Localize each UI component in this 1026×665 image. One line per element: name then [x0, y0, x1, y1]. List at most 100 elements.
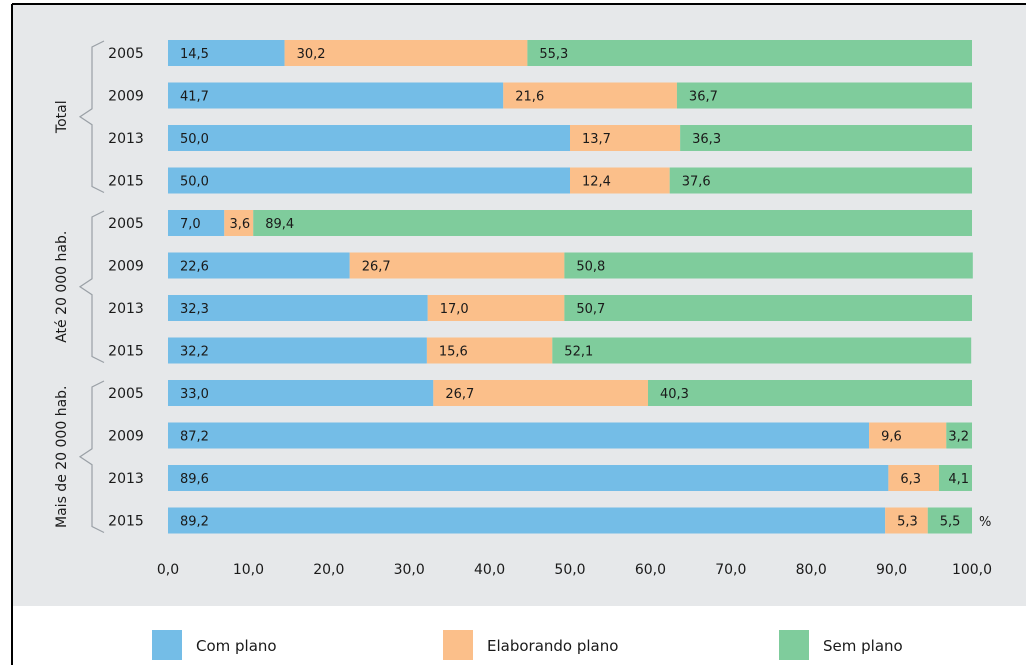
bar-segment-elaborando-plano	[869, 422, 947, 449]
x-tick-label: 90,0	[876, 562, 907, 578]
bars	[168, 40, 973, 534]
bar-segment-elaborando-plano	[349, 252, 565, 279]
x-tick-label: 50,0	[554, 562, 585, 578]
bar-value-label: 87,2	[180, 430, 209, 445]
bar-value-label: 15,6	[439, 345, 468, 360]
bar-value-label: 5,5	[940, 515, 961, 530]
bar-segment-com-plano	[168, 167, 570, 194]
bar-segment-elaborando-plano	[426, 337, 553, 364]
bar-segment-sem-plano	[552, 337, 972, 364]
legend: Com plano Elaborando plano Sem plano	[152, 630, 903, 660]
year-label: 2013	[108, 131, 144, 147]
bar-segment-elaborando-plano	[570, 125, 681, 151]
x-tick-label: 60,0	[635, 562, 666, 578]
bar-value-label: 30,2	[297, 47, 326, 62]
bar-segment-elaborando-plano	[224, 210, 254, 236]
bar-segment-elaborando-plano	[888, 465, 940, 491]
bar-segment-com-plano	[168, 252, 350, 279]
group-labels: Total Até 20 000 hab. Mais de 20 000 hab.	[54, 100, 70, 528]
bar-value-label: 7,0	[180, 217, 201, 232]
year-label: 2009	[108, 89, 144, 105]
bar-value-label: 17,0	[440, 302, 469, 317]
x-tick-label: 80,0	[796, 562, 827, 578]
bar-segment-com-plano	[168, 295, 428, 321]
bar-value-label: 4,1	[948, 472, 969, 487]
bar-segment-sem-plano	[564, 252, 973, 279]
bar-value-label: 50,7	[576, 302, 605, 317]
legend-swatch	[443, 630, 473, 660]
bar-segment-elaborando-plano	[503, 82, 677, 109]
bar-value-label: 9,6	[881, 430, 902, 445]
group-bracket	[78, 210, 105, 364]
x-tick-label: 40,0	[474, 562, 505, 578]
bar-segment-elaborando-plano	[570, 167, 670, 194]
bar-value-label: 50,0	[180, 175, 209, 190]
bar-value-label: 21,6	[515, 90, 544, 105]
group-bracket	[78, 40, 105, 194]
bar-value-label: 14,5	[180, 47, 209, 62]
bar-value-label: 3,6	[230, 217, 251, 232]
year-label: 2015	[108, 344, 144, 360]
bar-value-label: 52,1	[564, 345, 593, 360]
bar-segment-com-plano	[168, 337, 427, 364]
year-label: 2009	[108, 259, 144, 275]
bar-labels: 14,5 30,2 55,3 41,7 21,6 36,7 50,0 13,7 36,3 50,0…	[180, 47, 969, 530]
year-label: 2015	[108, 174, 144, 190]
bar-segment-sem-plano	[946, 422, 972, 449]
bar-value-label: 41,7	[180, 90, 209, 105]
bar-value-label: 26,7	[445, 387, 474, 402]
bar-segment-com-plano	[168, 210, 225, 236]
bar-segment-elaborando-plano	[284, 40, 528, 66]
year-label: 2009	[108, 429, 144, 445]
bar-value-label: 12,4	[582, 175, 611, 190]
bar-segment-com-plano	[168, 40, 285, 66]
bar-value-label: 22,6	[180, 260, 209, 275]
bar-segment-sem-plano	[680, 125, 972, 151]
bar-segment-com-plano	[168, 507, 886, 534]
bar-segment-com-plano	[168, 422, 870, 449]
legend-swatch	[779, 630, 809, 660]
bar-value-label: 55,3	[539, 47, 568, 62]
x-tick-label: 30,0	[394, 562, 425, 578]
bar-value-label: 89,4	[265, 217, 294, 232]
bar-value-label: 40,3	[660, 387, 689, 402]
bar-value-label: 6,3	[900, 472, 921, 487]
bar-segment-com-plano	[168, 82, 504, 109]
x-tick-label: 70,0	[715, 562, 746, 578]
group-brackets	[78, 40, 105, 534]
bar-segment-sem-plano	[647, 380, 972, 406]
group-label: Até 20 000 hab.	[54, 231, 70, 343]
x-tick-label: 100,0	[952, 562, 992, 578]
bar-value-label: 3,2	[948, 430, 969, 445]
bar-value-label: 5,3	[897, 515, 918, 530]
bar-segment-sem-plano	[527, 40, 972, 66]
group-label: Mais de 20 000 hab.	[54, 386, 70, 528]
year-label: 2005	[108, 386, 144, 402]
bar-segment-sem-plano	[253, 210, 972, 236]
bar-value-label: 26,7	[362, 260, 391, 275]
year-label: 2005	[108, 216, 144, 232]
bar-segment-com-plano	[168, 465, 889, 491]
bar-value-label: 50,0	[180, 132, 209, 147]
group-bracket	[78, 380, 105, 534]
year-labels: 2005 2009 2013 2015 2005 2009 2013 2015 2005 2009…	[108, 46, 144, 530]
legend-label: Com plano	[196, 637, 277, 655]
bar-value-label: 36,3	[692, 132, 721, 147]
bar-value-label: 36,7	[689, 90, 718, 105]
bar-segment-sem-plano	[939, 465, 972, 491]
legend-label: Elaborando plano	[487, 637, 618, 655]
year-label: 2015	[108, 514, 144, 530]
bar-value-label: 13,7	[582, 132, 611, 147]
x-axis-ticks: 0,0 10,0 20,0 30,0 40,0 50,0 60,0 70,0 80,0 90,0 1…	[157, 562, 992, 578]
bar-value-label: 50,8	[576, 260, 605, 275]
bar-segment-elaborando-plano	[427, 295, 565, 321]
unit-label: %	[979, 515, 991, 530]
year-label: 2005	[108, 46, 144, 62]
group-label: Total	[54, 100, 70, 134]
bar-segment-elaborando-plano	[885, 507, 928, 534]
bar-value-label: 37,6	[682, 175, 711, 190]
bar-value-label: 32,3	[180, 302, 209, 317]
bar-value-label: 33,0	[180, 387, 209, 402]
year-label: 2013	[108, 471, 144, 487]
